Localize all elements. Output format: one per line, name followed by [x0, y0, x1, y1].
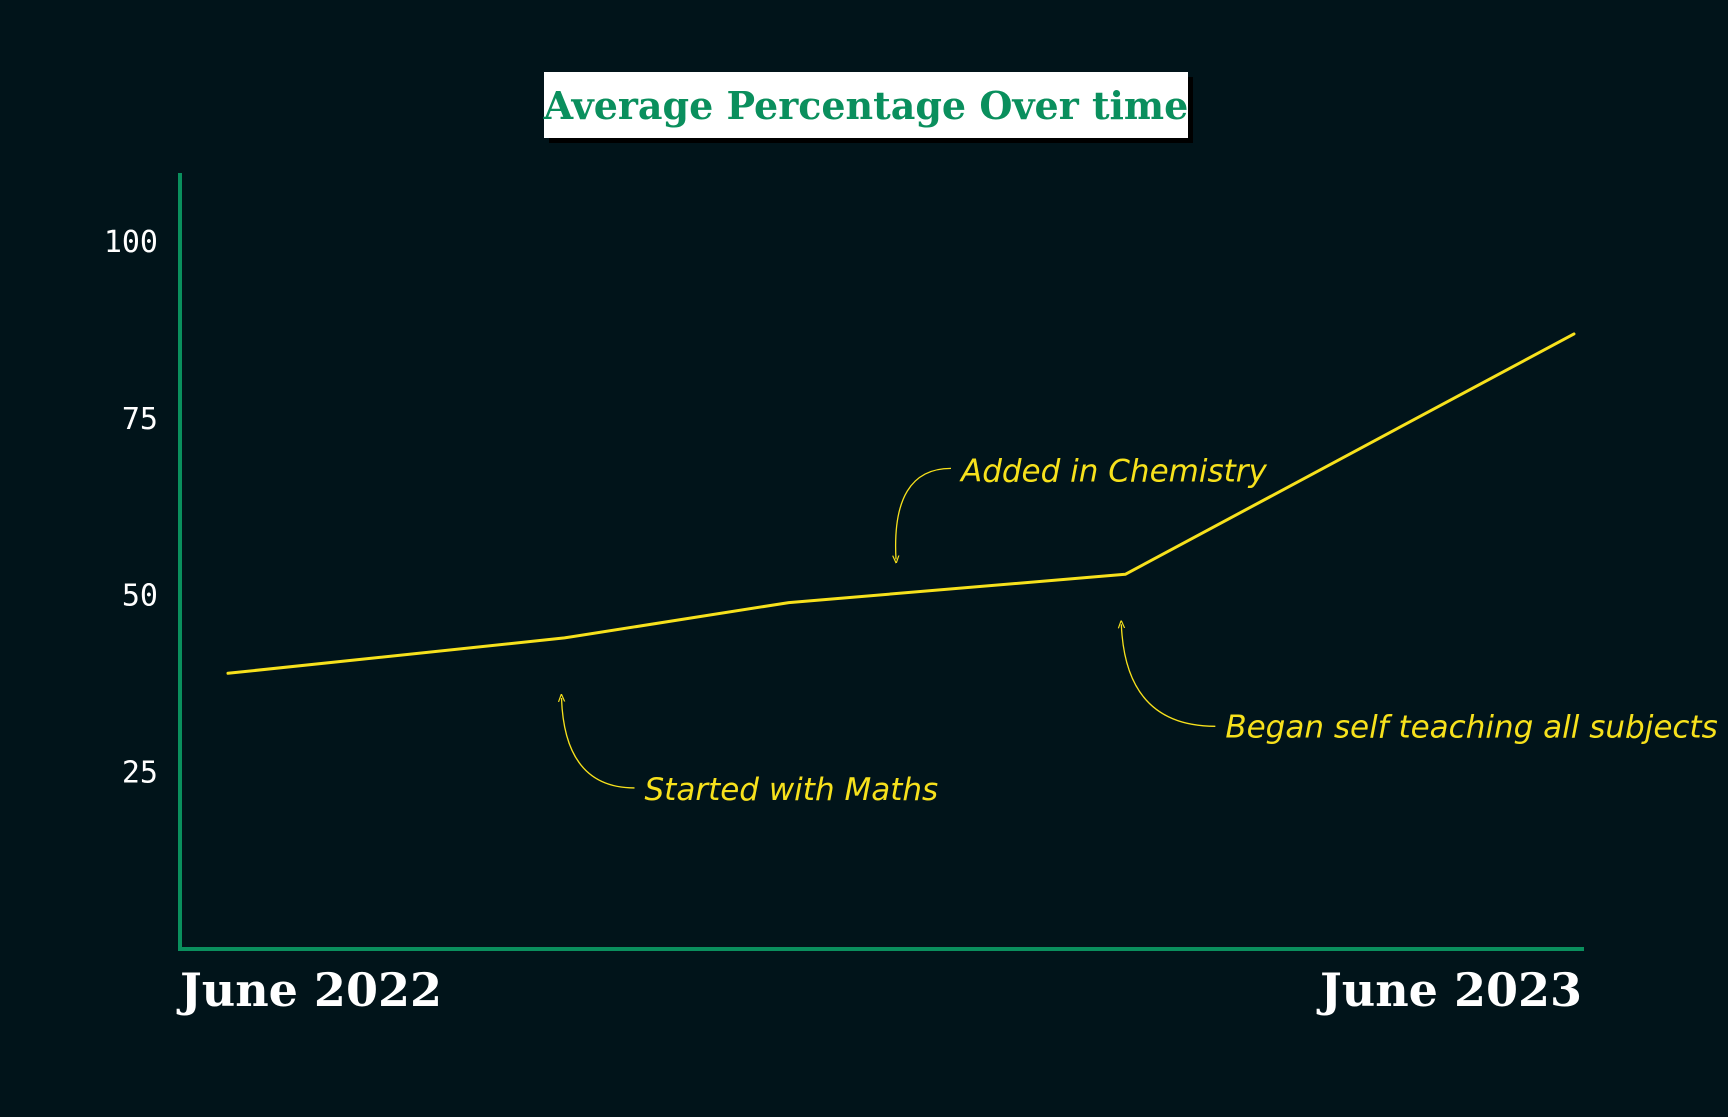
chart-title-box: Average Percentage Over time [544, 72, 1188, 138]
annotation-arrow [1121, 624, 1216, 727]
y-tick-labels: 25 50 75 100 [104, 225, 158, 790]
annotation-arrow [562, 698, 635, 789]
annotation-label: Began self teaching all subjects [1225, 709, 1717, 745]
x-tick-labels: June 2022 June 2023 [176, 963, 1582, 1017]
annotation-arrow [896, 467, 952, 559]
x-tick-label: June 2022 [176, 963, 442, 1017]
series-line [226, 332, 1576, 675]
y-tick-label: 25 [122, 755, 158, 790]
x-tick-label: June 2023 [1316, 963, 1582, 1017]
annotation-label: Started with Maths [645, 772, 939, 808]
annotation: Began self teaching all subjects [1121, 624, 1718, 745]
chart-title: Average Percentage Over time [543, 82, 1189, 128]
annotation: Added in Chemistry [896, 453, 1268, 559]
y-tick-label: 50 [122, 579, 158, 614]
annotation: Started with Maths [562, 698, 939, 808]
annotations: Started with Maths Added in Chemistry Bega… [562, 453, 1718, 808]
annotation-label: Added in Chemistry [959, 453, 1268, 489]
y-tick-label: 100 [104, 225, 158, 260]
series-lines [226, 332, 1576, 675]
y-tick-label: 75 [122, 402, 158, 437]
